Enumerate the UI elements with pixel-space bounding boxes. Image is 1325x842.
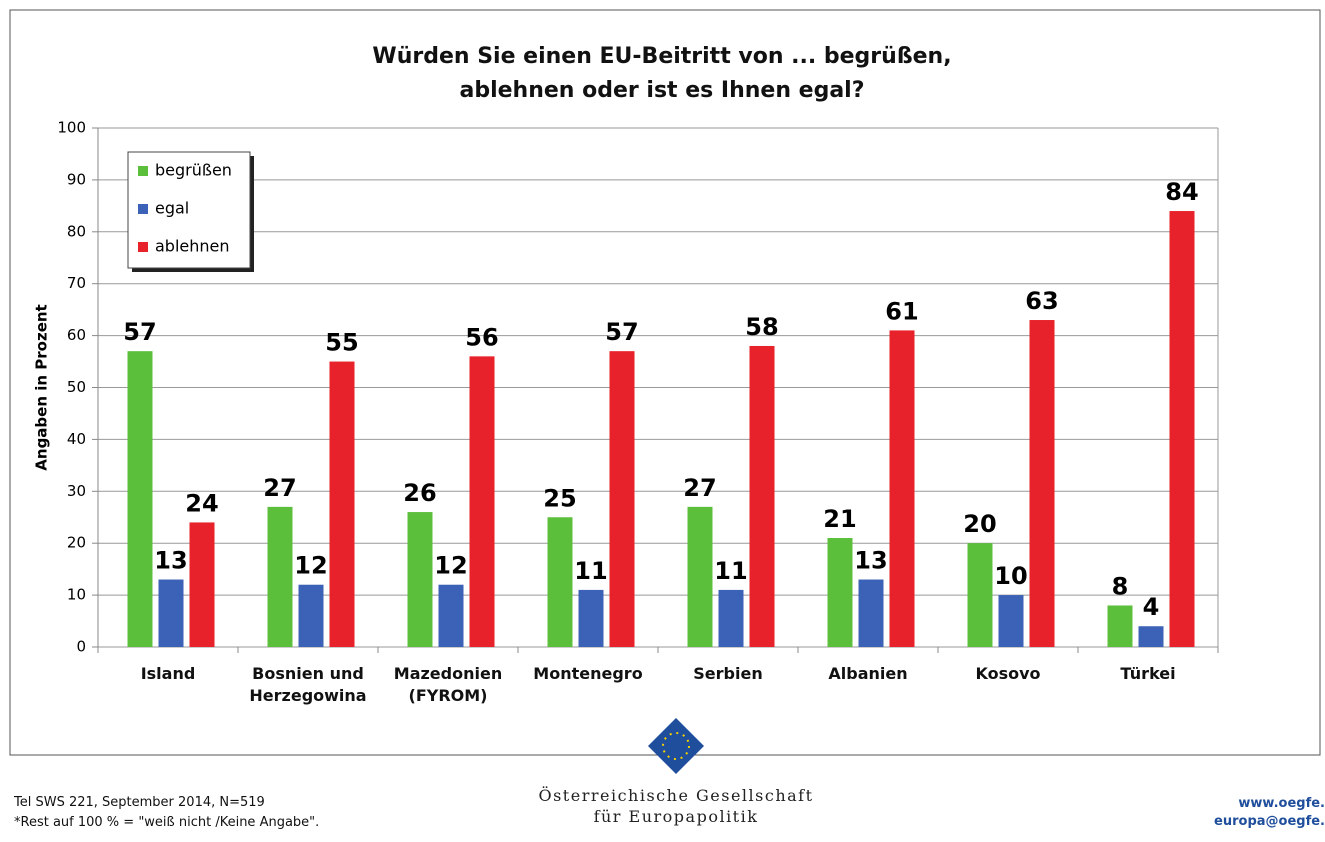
bar xyxy=(438,584,464,647)
y-tick-label: 60 xyxy=(67,326,86,344)
y-tick-label: 20 xyxy=(67,534,86,552)
bar xyxy=(1029,320,1055,647)
x-tick-label: Montenegro xyxy=(533,664,643,683)
data-label: 27 xyxy=(263,474,296,502)
legend-swatch xyxy=(138,204,148,214)
bar xyxy=(609,351,635,647)
data-label: 61 xyxy=(885,297,918,325)
data-label: 27 xyxy=(683,474,716,502)
bar xyxy=(889,330,915,647)
y-tick-label: 10 xyxy=(67,586,86,604)
legend-label: ablehnen xyxy=(155,237,230,256)
email: europa@oegfe. xyxy=(1214,814,1325,829)
bar xyxy=(469,356,495,647)
data-label: 57 xyxy=(123,318,156,346)
x-tick-label: Island xyxy=(140,664,196,683)
data-label: 24 xyxy=(185,489,218,517)
bar xyxy=(1107,605,1133,647)
eu-logo xyxy=(648,718,704,774)
x-tick-label: Bosnien und Herzegowina xyxy=(249,664,367,705)
data-label: 20 xyxy=(963,510,996,538)
bar xyxy=(578,589,604,647)
bar xyxy=(718,589,744,647)
bar xyxy=(298,584,324,647)
y-tick-label: 80 xyxy=(67,222,86,240)
legend-box xyxy=(127,151,251,269)
data-label: 21 xyxy=(823,505,856,533)
bar xyxy=(127,351,153,647)
data-label: 8 xyxy=(1112,572,1129,600)
data-label: 10 xyxy=(994,562,1027,590)
x-tick-label: Türkei xyxy=(1120,664,1176,683)
x-tick-label: Mazedonien (FYROM) xyxy=(393,664,503,705)
y-tick-label: 0 xyxy=(76,638,86,656)
website: www.oegfe. xyxy=(1238,796,1325,811)
bar xyxy=(687,506,713,647)
bar xyxy=(158,579,184,647)
data-label: 11 xyxy=(574,557,607,585)
legend-swatch xyxy=(138,166,148,176)
data-label: 55 xyxy=(325,329,358,357)
data-label: 13 xyxy=(854,547,887,575)
bar xyxy=(189,522,215,647)
data-label: 11 xyxy=(714,557,747,585)
legend-label: begrüßen xyxy=(155,161,232,180)
legend-label: egal xyxy=(155,199,189,218)
data-label: 63 xyxy=(1025,287,1058,315)
y-tick-label: 90 xyxy=(67,170,86,188)
data-label: 58 xyxy=(745,313,778,341)
y-tick-label: 70 xyxy=(67,274,86,292)
x-tick-label: Albanien xyxy=(828,664,908,683)
data-label: 25 xyxy=(543,484,576,512)
bar xyxy=(547,517,573,647)
chart-title: Würden Sie einen EU-Beitritt von ... beg… xyxy=(372,44,952,103)
footnote: *Rest auf 100 % = "weiß nicht /Keine Ang… xyxy=(14,815,320,830)
bar xyxy=(1138,626,1164,647)
y-axis-title: Angaben in Prozent xyxy=(33,304,51,470)
bar xyxy=(267,506,293,647)
bar xyxy=(329,361,355,647)
x-tick-label: Serbien xyxy=(693,664,763,683)
data-label: 4 xyxy=(1143,593,1160,621)
data-label: 12 xyxy=(434,552,467,580)
data-label: 13 xyxy=(154,547,187,575)
bar xyxy=(858,579,884,647)
y-tick-label: 30 xyxy=(67,482,86,500)
y-tick-label: 50 xyxy=(67,378,86,396)
legend-swatch xyxy=(138,242,148,252)
data-label: 56 xyxy=(465,323,498,351)
bar xyxy=(967,543,993,647)
data-label: 84 xyxy=(1165,178,1198,206)
data-label: 57 xyxy=(605,318,638,346)
x-tick-label: Kosovo xyxy=(975,664,1041,683)
bar xyxy=(1169,211,1195,648)
bar xyxy=(998,595,1024,647)
source-note: Tel SWS 221, September 2014, N=519 xyxy=(14,795,265,810)
data-label: 12 xyxy=(294,552,327,580)
organization: Österreichische Gesellschaft für Europap… xyxy=(538,786,814,826)
bar xyxy=(407,512,433,647)
y-tick-label: 100 xyxy=(57,119,86,137)
bar xyxy=(827,538,853,647)
data-label: 26 xyxy=(403,479,436,507)
y-tick-label: 40 xyxy=(67,430,86,448)
bar xyxy=(749,345,775,647)
